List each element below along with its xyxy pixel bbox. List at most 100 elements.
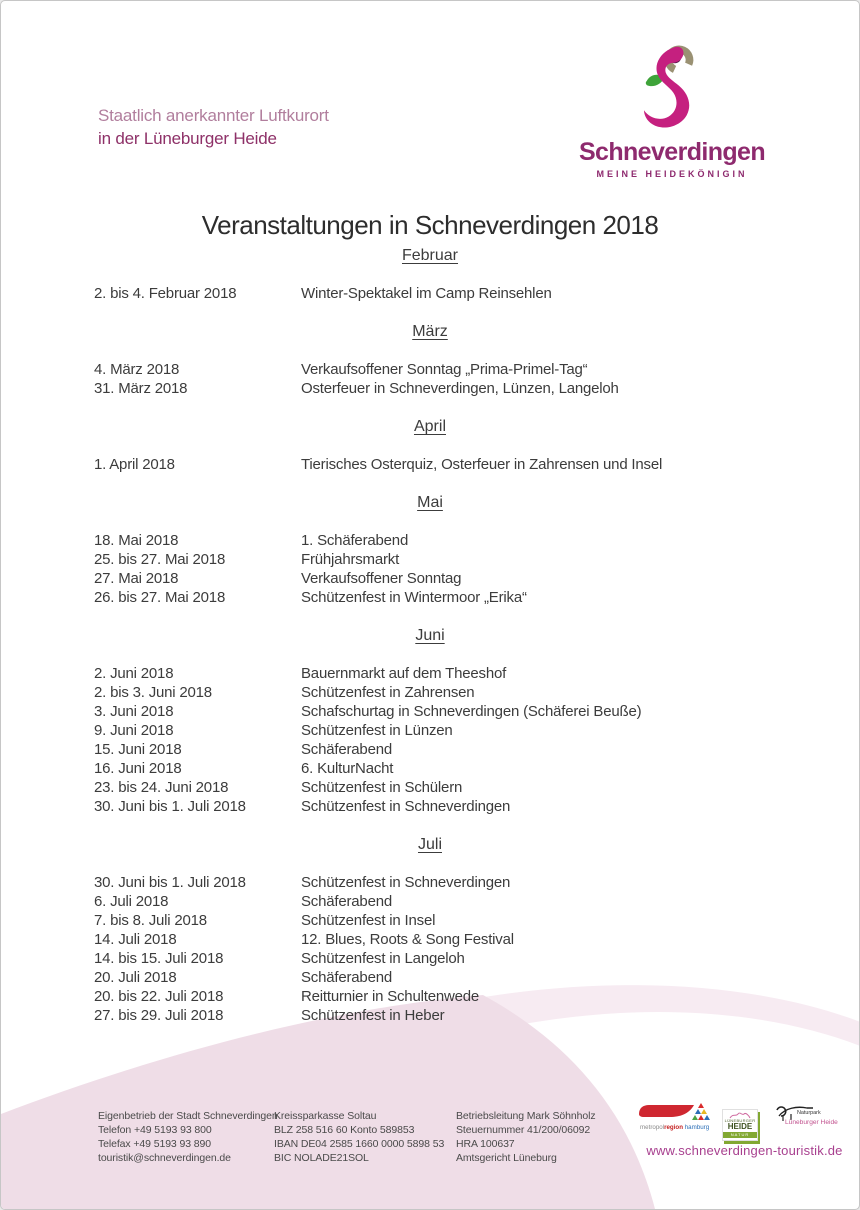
event-row: 2. bis 4. Februar 2018 Winter-Spektakel … xyxy=(94,284,819,303)
swan-logo-icon xyxy=(644,45,694,128)
event-date: 9. Juni 2018 xyxy=(94,722,174,739)
event-name: 6. KulturNacht xyxy=(301,760,394,777)
event-date: 2. Juni 2018 xyxy=(94,665,174,682)
event-name: 12. Blues, Roots & Song Festival xyxy=(301,931,514,948)
month-heading: Juni xyxy=(415,627,445,644)
event-name: Reitturnier in Schultenwede xyxy=(301,988,480,1005)
event-name: Schützenfest in Zahrensen xyxy=(301,684,475,701)
month-events: 30. Juni bis 1. Juli 2018 Schützenfest i… xyxy=(94,873,819,1025)
event-name: Schafschurtag in Schneverdingen (Schäfer… xyxy=(301,703,642,720)
event-row: 15. Juni 2018 Schäferabend xyxy=(94,740,819,759)
event-date: 4. März 2018 xyxy=(94,361,180,378)
event-row: 6. Juli 2018 Schäferabend xyxy=(94,892,819,911)
event-date: 26. bis 27. Mai 2018 xyxy=(94,589,226,606)
month-section: April 1. April 2018 Tierisches Osterquiz… xyxy=(94,417,819,474)
tagline: Staatlich anerkannter Luftkurort in der … xyxy=(98,104,329,150)
event-row: 14. Juli 2018 12. Blues, Roots & Song Fe… xyxy=(94,930,819,949)
event-row: 26. bis 27. Mai 2018 Schützenfest in Win… xyxy=(94,588,819,607)
page-title: Veranstaltungen in Schneverdingen 2018 xyxy=(201,210,659,241)
event-date: 23. bis 24. Juni 2018 xyxy=(94,779,229,796)
event-name: Schützenfest in Schülern xyxy=(301,779,463,796)
event-name: Schäferabend xyxy=(301,893,393,910)
event-row: 16. Juni 2018 6. KulturNacht xyxy=(94,759,819,778)
month-heading: April xyxy=(413,418,446,435)
event-date: 27. Mai 2018 xyxy=(94,570,179,587)
event-name: Tierisches Osterquiz, Osterfeuer in Zahr… xyxy=(301,456,663,473)
event-row: 30. Juni bis 1. Juli 2018 Schützenfest i… xyxy=(94,873,819,892)
month-section: Juli 30. Juni bis 1. Juli 2018 Schützenf… xyxy=(94,835,819,1025)
event-row: 18. Mai 2018 1. Schäferabend xyxy=(94,531,819,550)
month-heading: Februar xyxy=(401,247,459,264)
event-date: 6. Juli 2018 xyxy=(94,893,169,910)
event-row: 30. Juni bis 1. Juli 2018 Schützenfest i… xyxy=(94,797,819,816)
month-events: 2. Juni 2018 Bauernmarkt auf dem Theesho… xyxy=(94,664,819,816)
event-row: 20. bis 22. Juli 2018 Reitturnier in Sch… xyxy=(94,987,819,1006)
event-name: Schützenfest in Heber xyxy=(301,1007,445,1024)
event-name: Schäferabend xyxy=(301,741,393,758)
logo-wordmark: Schneverdingen xyxy=(578,138,766,166)
event-row: 27. bis 29. Juli 2018 Schützenfest in He… xyxy=(94,1006,819,1025)
event-date: 7. bis 8. Juli 2018 xyxy=(94,912,207,929)
schneverdingen-logo: Schneverdingen MEINE HEIDEKÖNIGIN xyxy=(563,43,781,179)
month-section: Februar 2. bis 4. Februar 2018 Winter-Sp… xyxy=(94,246,819,303)
event-row: 23. bis 24. Juni 2018 Schützenfest in Sc… xyxy=(94,778,819,797)
month-events: 4. März 2018 Verkaufsoffener Sonntag „Pr… xyxy=(94,360,819,398)
event-date: 25. bis 27. Mai 2018 xyxy=(94,551,226,568)
event-date: 27. bis 29. Juli 2018 xyxy=(94,1007,224,1024)
event-name: Schützenfest in Wintermoor „Erika“ xyxy=(301,589,527,606)
month-events: 1. April 2018 Tierisches Osterquiz, Oste… xyxy=(94,455,819,474)
event-date: 14. bis 15. Juli 2018 xyxy=(94,950,224,967)
event-name: 1. Schäferabend xyxy=(301,532,409,549)
event-row: 20. Juli 2018 Schäferabend xyxy=(94,968,819,987)
event-name: Winter-Spektakel im Camp Reinsehlen xyxy=(301,285,552,302)
month-events: 18. Mai 2018 1. Schäferabend 25. bis 27.… xyxy=(94,531,819,607)
swoosh-light-band xyxy=(421,985,859,1046)
swan-body xyxy=(644,46,690,128)
event-date: 31. März 2018 xyxy=(94,380,188,397)
event-row: 3. Juni 2018 Schafschurtag in Schneverdi… xyxy=(94,702,819,721)
event-date: 3. Juni 2018 xyxy=(94,703,174,720)
event-name: Verkaufsoffener Sonntag xyxy=(301,570,462,587)
event-list: Februar 2. bis 4. Februar 2018 Winter-Sp… xyxy=(1,1,859,1025)
event-date: 14. Juli 2018 xyxy=(94,931,177,948)
event-name: Schützenfest in Schneverdingen xyxy=(301,798,511,815)
event-date: 16. Juni 2018 xyxy=(94,760,182,777)
event-name: Bauernmarkt auf dem Theeshof xyxy=(301,665,507,682)
event-name: Schäferabend xyxy=(301,969,393,986)
event-row: 2. bis 3. Juni 2018 Schützenfest in Zahr… xyxy=(94,683,819,702)
footer-swoosh-decoration xyxy=(1,985,859,1209)
event-date: 30. Juni bis 1. Juli 2018 xyxy=(94,874,246,891)
month-section: März 4. März 2018 Verkaufsoffener Sonnta… xyxy=(94,322,819,398)
event-row: 9. Juni 2018 Schützenfest in Lünzen xyxy=(94,721,819,740)
event-name: Verkaufsoffener Sonntag „Prima-Primel-Ta… xyxy=(301,361,588,378)
event-date: 20. bis 22. Juli 2018 xyxy=(94,988,224,1005)
event-name: Schützenfest in Langeloh xyxy=(301,950,465,967)
tagline-line2: in der Lüneburger Heide xyxy=(98,129,277,148)
month-section: Juni 2. Juni 2018 Bauernmarkt auf dem Th… xyxy=(94,626,819,816)
event-name: Osterfeuer in Schneverdingen, Lünzen, La… xyxy=(301,380,619,397)
event-row: 27. Mai 2018 Verkaufsoffener Sonntag xyxy=(94,569,819,588)
month-section: Mai 18. Mai 2018 1. Schäferabend 25. bis… xyxy=(94,493,819,607)
event-name: Schützenfest in Insel xyxy=(301,912,436,929)
event-row: 14. bis 15. Juli 2018 Schützenfest in La… xyxy=(94,949,819,968)
event-name: Frühjahrsmarkt xyxy=(301,551,400,568)
event-date: 20. Juli 2018 xyxy=(94,969,177,986)
event-date: 30. Juni bis 1. Juli 2018 xyxy=(94,798,246,815)
event-date: 1. April 2018 xyxy=(94,456,175,473)
logo-subtitle: MEINE HEIDEKÖNIGIN xyxy=(596,169,748,179)
event-row: 25. bis 27. Mai 2018 Frühjahrsmarkt xyxy=(94,550,819,569)
event-row: 7. bis 8. Juli 2018 Schützenfest in Inse… xyxy=(94,911,819,930)
event-date: 2. bis 4. Februar 2018 xyxy=(94,285,237,302)
event-row: 1. April 2018 Tierisches Osterquiz, Oste… xyxy=(94,455,819,474)
event-row: 4. März 2018 Verkaufsoffener Sonntag „Pr… xyxy=(94,360,819,379)
event-name: Schützenfest in Schneverdingen xyxy=(301,874,511,891)
event-date: 2. bis 3. Juni 2018 xyxy=(94,684,212,701)
month-heading: Juli xyxy=(417,836,442,853)
event-date: 15. Juni 2018 xyxy=(94,741,182,758)
month-heading: März xyxy=(412,323,448,340)
website-link[interactable]: www.schneverdingen-touristik.de xyxy=(646,1143,843,1158)
event-row: 31. März 2018 Osterfeuer in Schneverding… xyxy=(94,379,819,398)
event-row: 2. Juni 2018 Bauernmarkt auf dem Theesho… xyxy=(94,664,819,683)
month-events: 2. bis 4. Februar 2018 Winter-Spektakel … xyxy=(94,284,819,303)
